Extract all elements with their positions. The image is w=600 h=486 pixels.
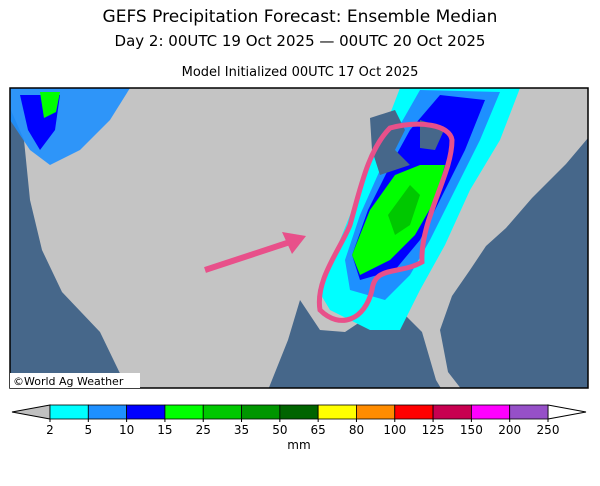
credit: ©World Ag Weather <box>13 375 124 388</box>
precip-west <box>40 92 60 118</box>
colorbar-over <box>547 404 587 420</box>
colorbar-swatch <box>317 404 357 420</box>
colorbar-label: 15 <box>157 423 172 437</box>
colorbar-swatch <box>202 404 242 420</box>
colorbar-label: 35 <box>234 423 249 437</box>
colorbar-label: 10 <box>119 423 134 437</box>
colorbar-swatch <box>87 404 128 420</box>
colorbar-swatch <box>470 404 511 420</box>
arrow-head <box>282 232 306 254</box>
colorbar-label: 80 <box>349 423 364 437</box>
colorbar-label: 50 <box>272 423 287 437</box>
colorbar-swatch <box>241 404 281 420</box>
colorbar-label: 100 <box>383 423 406 437</box>
title: GEFS Precipitation Forecast: Ensemble Me… <box>103 7 498 27</box>
init-time: Model Initialized 00UTC 17 Oct 2025 <box>182 65 419 80</box>
map-frame <box>9 87 589 389</box>
arrow <box>204 239 291 273</box>
credit-box <box>10 373 140 388</box>
colorbar-label: 25 <box>196 423 211 437</box>
colorbar-label: 2 <box>46 423 54 437</box>
colorbar-swatch <box>279 404 319 420</box>
colorbar-unit: mm <box>287 438 310 452</box>
highlight-outline <box>316 121 455 323</box>
colorbar-swatch <box>164 404 204 420</box>
subtitle: Day 2: 00UTC 19 Oct 2025 — 00UTC 20 Oct … <box>115 32 486 50</box>
map: ©World Ag Weather <box>9 87 589 389</box>
colorbar-swatch <box>49 404 89 420</box>
pacific-ocean <box>10 108 128 388</box>
colorbar-swatch <box>509 404 549 420</box>
colorbar-label: 5 <box>84 423 92 437</box>
colorbar-label: 65 <box>311 423 326 437</box>
colorbar-swatch <box>356 404 396 420</box>
colorbar-label: 150 <box>460 423 483 437</box>
colorbar-swatch <box>394 404 434 420</box>
colorbar-swatch <box>126 404 166 420</box>
colorbar-label: 250 <box>537 423 560 437</box>
colorbar-label: 200 <box>498 423 521 437</box>
colorbar-label: 125 <box>422 423 445 437</box>
colorbar-under <box>11 404 51 420</box>
precip-band <box>388 185 420 235</box>
colorbar-swatch <box>432 404 472 420</box>
atlantic-ocean <box>440 138 588 388</box>
